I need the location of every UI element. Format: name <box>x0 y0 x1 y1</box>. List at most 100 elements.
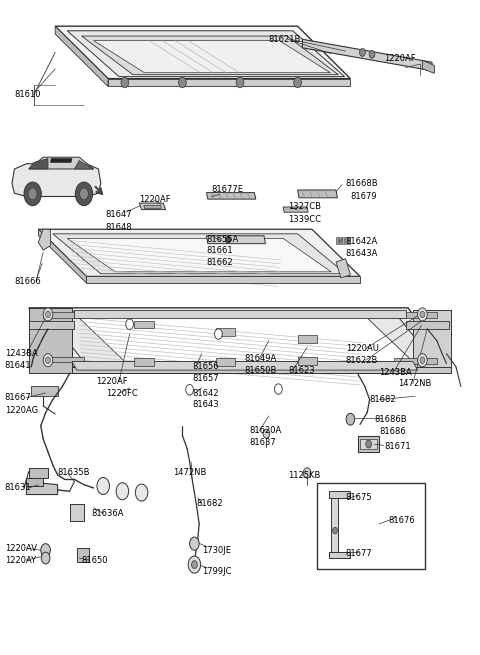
Polygon shape <box>134 358 154 366</box>
Text: 81621B: 81621B <box>269 35 301 44</box>
Polygon shape <box>29 308 451 367</box>
Circle shape <box>41 544 50 557</box>
Polygon shape <box>26 481 58 495</box>
Polygon shape <box>339 237 341 244</box>
Polygon shape <box>31 386 58 396</box>
Polygon shape <box>283 207 308 212</box>
Text: 1243BA: 1243BA <box>379 367 412 377</box>
Polygon shape <box>336 259 350 278</box>
Polygon shape <box>38 229 50 250</box>
Text: 81682: 81682 <box>197 498 223 508</box>
Polygon shape <box>216 328 235 336</box>
Polygon shape <box>422 60 434 73</box>
Circle shape <box>369 50 375 58</box>
Text: 81671: 81671 <box>384 442 410 451</box>
Text: 81677: 81677 <box>346 549 372 558</box>
Polygon shape <box>298 190 337 198</box>
Text: 1327CB: 1327CB <box>288 202 321 211</box>
Text: 1220AU: 1220AU <box>346 344 378 353</box>
Polygon shape <box>358 436 379 452</box>
Polygon shape <box>53 234 346 274</box>
Text: 81668B: 81668B <box>346 179 378 188</box>
Circle shape <box>179 77 186 88</box>
Polygon shape <box>329 552 350 558</box>
Text: 81635B: 81635B <box>58 468 90 477</box>
Polygon shape <box>216 358 235 365</box>
Polygon shape <box>38 229 360 276</box>
Text: 81661: 81661 <box>206 246 233 255</box>
Circle shape <box>80 188 88 200</box>
Polygon shape <box>77 316 413 362</box>
Text: 81662: 81662 <box>206 258 233 267</box>
Text: 81686: 81686 <box>379 427 406 436</box>
Circle shape <box>75 182 93 206</box>
Polygon shape <box>43 311 437 365</box>
Text: 81667: 81667 <box>5 393 32 402</box>
Polygon shape <box>74 160 94 169</box>
Polygon shape <box>108 79 350 86</box>
Text: 81610: 81610 <box>14 90 41 100</box>
Text: 81637: 81637 <box>250 438 276 447</box>
Polygon shape <box>413 310 451 367</box>
Circle shape <box>294 77 301 88</box>
Text: 81620A: 81620A <box>250 426 282 436</box>
Text: 81636A: 81636A <box>91 509 124 518</box>
Text: 81643A: 81643A <box>346 249 378 258</box>
Circle shape <box>236 77 244 88</box>
Text: 81649A: 81649A <box>245 354 277 364</box>
Text: 81682: 81682 <box>370 395 396 404</box>
Text: 1220AG: 1220AG <box>5 405 38 415</box>
Polygon shape <box>298 335 317 343</box>
Text: 81631: 81631 <box>5 483 31 493</box>
Circle shape <box>418 308 427 321</box>
Circle shape <box>126 319 133 329</box>
Polygon shape <box>55 26 108 86</box>
Text: 1730JE: 1730JE <box>202 546 230 555</box>
Polygon shape <box>26 478 43 486</box>
Text: 1220FC: 1220FC <box>106 388 137 398</box>
Text: 1220AF: 1220AF <box>139 195 171 204</box>
Text: 1125KB: 1125KB <box>288 471 320 480</box>
Text: 81642: 81642 <box>192 388 218 398</box>
Circle shape <box>420 357 425 364</box>
Polygon shape <box>50 159 72 162</box>
Circle shape <box>186 384 193 395</box>
Text: 81643: 81643 <box>192 400 218 409</box>
Circle shape <box>46 311 50 318</box>
Polygon shape <box>43 357 84 362</box>
Polygon shape <box>74 310 406 318</box>
Polygon shape <box>12 164 101 196</box>
Text: 81650B: 81650B <box>245 366 277 375</box>
Circle shape <box>333 527 337 534</box>
Polygon shape <box>144 206 161 208</box>
Text: 1220AV: 1220AV <box>5 544 37 553</box>
Polygon shape <box>67 31 345 77</box>
Text: 81679: 81679 <box>350 192 377 201</box>
Polygon shape <box>72 367 451 373</box>
Text: 1339CC: 1339CC <box>288 215 321 224</box>
Polygon shape <box>394 312 437 318</box>
Text: 81642A: 81642A <box>346 237 378 246</box>
Text: 81641: 81641 <box>5 361 31 370</box>
Polygon shape <box>29 468 48 478</box>
Polygon shape <box>139 203 166 210</box>
Circle shape <box>418 354 427 367</box>
Polygon shape <box>29 321 74 329</box>
Polygon shape <box>67 238 331 272</box>
Circle shape <box>43 354 53 367</box>
Polygon shape <box>206 236 265 244</box>
Circle shape <box>46 357 50 364</box>
Polygon shape <box>94 41 330 73</box>
Polygon shape <box>302 39 432 71</box>
Circle shape <box>215 329 222 339</box>
Circle shape <box>24 182 41 206</box>
Circle shape <box>192 561 197 569</box>
Polygon shape <box>394 358 437 364</box>
Polygon shape <box>43 312 84 318</box>
Polygon shape <box>29 308 72 373</box>
Circle shape <box>263 429 270 438</box>
Polygon shape <box>406 321 449 329</box>
Text: 81623: 81623 <box>288 365 314 375</box>
Text: 1799JC: 1799JC <box>202 567 231 576</box>
Text: 1472NB: 1472NB <box>398 379 432 388</box>
